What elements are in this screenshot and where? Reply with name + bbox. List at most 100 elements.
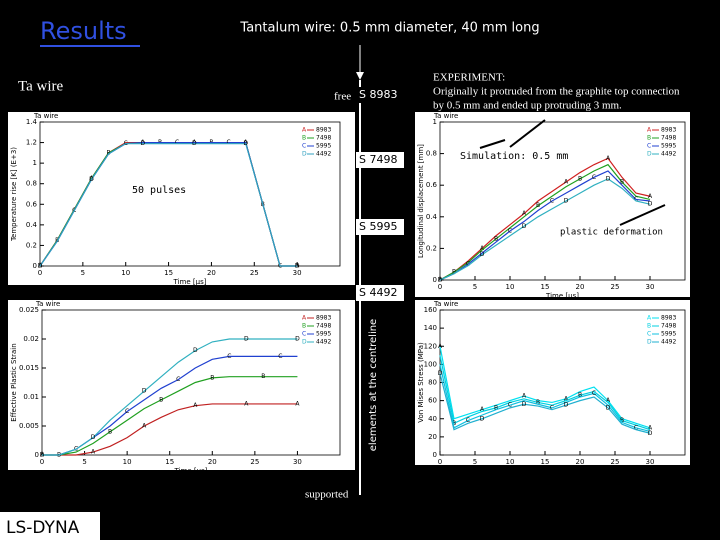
experiment-line: Originally it protruded from the graphit…: [433, 86, 680, 98]
point-marker: C: [634, 196, 638, 203]
point-marker: A: [193, 402, 198, 409]
axes-frame: [41, 309, 341, 456]
footer-box: [0, 512, 100, 540]
y-tick-label: 120: [424, 342, 437, 350]
point-marker: D: [40, 452, 45, 459]
point-marker: D: [606, 404, 611, 411]
x-tick-label: 5: [81, 269, 85, 277]
x-tick-label: 5: [82, 458, 86, 466]
point-marker: D: [522, 401, 527, 408]
element-label: S 7498: [359, 153, 397, 166]
point-marker: B: [261, 373, 265, 380]
point-marker: C: [592, 390, 596, 397]
x-tick-label: 30: [646, 283, 655, 291]
x-axis-label: Time [μs]: [545, 292, 579, 300]
legend-marker: D: [647, 151, 652, 158]
point-marker: C: [125, 408, 129, 415]
panel-title: Ta wire: [18, 78, 64, 94]
legend-label: 8983: [316, 127, 331, 134]
point-marker: C: [550, 404, 554, 411]
supported-label: supported: [305, 489, 349, 501]
point-marker: B: [536, 202, 540, 209]
series-line: [439, 157, 651, 281]
y-tick-label: 0.01: [23, 393, 39, 401]
point-marker: B: [452, 269, 456, 276]
legend-label: 8983: [316, 315, 331, 322]
legend-marker: D: [302, 151, 307, 158]
point-marker: A: [564, 179, 569, 186]
point-marker: A: [142, 423, 147, 430]
chart-title: Ta wire: [433, 112, 458, 120]
point-marker: B: [159, 396, 163, 403]
chart-title: Ta wire: [35, 300, 60, 308]
y-tick-label: 0.025: [19, 306, 39, 314]
y-axis-label: Von Mises Stress (MPa): [417, 342, 425, 423]
point-marker: B: [578, 392, 582, 399]
point-marker: A: [606, 155, 611, 162]
point-marker: D: [243, 140, 248, 147]
y-tick-label: 1: [433, 118, 437, 126]
y-axis-label: Temperature rise [K] (E+3): [10, 147, 18, 242]
x-tick-label: 20: [208, 458, 217, 466]
legend-marker: C: [302, 331, 306, 338]
legend-marker: C: [647, 143, 651, 150]
legend-label: 5995: [661, 331, 676, 338]
centreline-label: elements at the centreline: [368, 319, 379, 451]
legend-label: 4492: [661, 339, 676, 346]
element-label-box: [356, 219, 404, 235]
point-marker: B: [107, 149, 111, 156]
legend-marker: C: [647, 331, 651, 338]
point-marker: D: [480, 415, 485, 422]
point-marker: D: [244, 336, 249, 343]
x-tick-label: 10: [506, 458, 515, 466]
point-marker: D: [141, 140, 146, 147]
y-tick-label: 1: [33, 159, 37, 167]
point-marker: C: [466, 417, 470, 424]
point-marker: B: [620, 179, 624, 186]
point-marker: D: [480, 251, 485, 258]
point-marker: B: [620, 417, 624, 424]
point-marker: C: [508, 402, 512, 409]
point-marker: A: [606, 397, 611, 404]
point-marker: D: [192, 140, 197, 147]
y-tick-label: 160: [424, 306, 437, 314]
point-marker: C: [508, 228, 512, 235]
legend-marker: A: [647, 315, 652, 322]
y-tick-label: 0.8: [426, 150, 437, 158]
simulation-note: Simulation: 0.5 mm: [460, 151, 568, 162]
experiment-line: EXPERIMENT:: [433, 72, 505, 84]
series-line: [42, 376, 298, 456]
y-tick-label: 0.2: [426, 244, 437, 252]
point-marker: D: [438, 370, 443, 377]
point-marker: B: [494, 404, 498, 411]
y-tick-label: 60: [428, 397, 437, 405]
point-marker: B: [452, 420, 456, 427]
legend-label: 5995: [316, 143, 331, 150]
point-marker: C: [175, 139, 179, 146]
x-tick-label: 25: [611, 458, 620, 466]
element-label: S 8983: [359, 88, 397, 101]
legend-marker: C: [302, 143, 306, 150]
point-marker: A: [438, 343, 443, 350]
point-marker: D: [38, 263, 43, 270]
x-tick-label: 10: [121, 269, 130, 277]
y-tick-label: 140: [424, 324, 437, 332]
element-label-box: [356, 152, 404, 168]
y-tick-label: 0: [433, 276, 437, 284]
point-marker: C: [227, 353, 231, 360]
x-tick-label: 0: [38, 269, 42, 277]
y-tick-label: 0.4: [426, 213, 438, 221]
y-tick-label: 0.8: [26, 180, 37, 188]
element-label: S 5995: [359, 220, 397, 233]
series-line: [42, 338, 298, 456]
y-tick-label: 0.005: [19, 422, 39, 430]
x-tick-label: 25: [611, 283, 620, 291]
x-tick-label: 30: [646, 458, 655, 466]
x-tick-label: 20: [576, 458, 585, 466]
axes-frame: [439, 121, 686, 281]
chart-title: Ta wire: [433, 300, 458, 308]
point-marker: B: [494, 235, 498, 242]
element-label-box: [356, 285, 404, 301]
